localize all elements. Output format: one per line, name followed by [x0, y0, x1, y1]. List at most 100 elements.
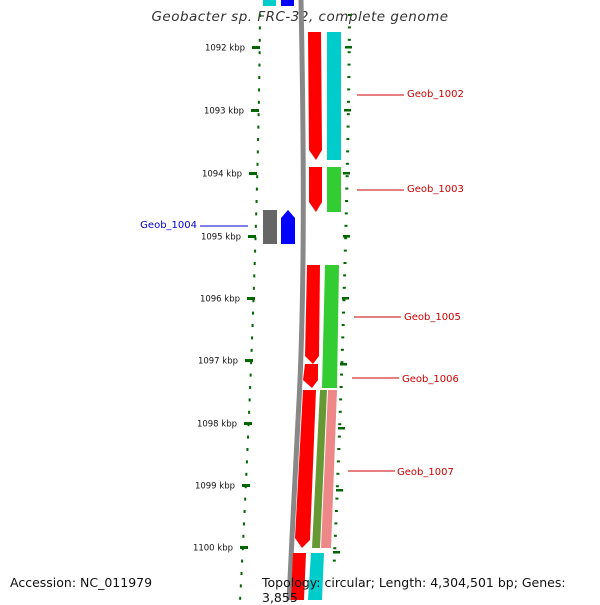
ruler-dot	[258, 88, 261, 92]
outer-ruler-dot	[343, 262, 347, 264]
ruler-dot	[250, 361, 253, 365]
gene-geob-1002[interactable]	[327, 32, 341, 160]
outer-ruler-dot	[336, 460, 340, 463]
outer-ruler-dot	[332, 559, 336, 562]
ruler-dot	[253, 274, 256, 278]
gene-geob-1005-1006[interactable]	[322, 265, 339, 388]
gene-top-blue[interactable]	[281, 0, 294, 6]
ruler-dots	[239, 14, 261, 600]
tick-mark	[242, 484, 250, 487]
gene-geob-1005-cds[interactable]	[305, 265, 320, 364]
outer-ruler-dot	[345, 200, 349, 202]
ruler-dot	[252, 299, 255, 303]
outer-ruler-dot	[346, 113, 350, 116]
ruler-dot	[257, 125, 260, 129]
tick-label: 1097 kbp	[198, 357, 238, 367]
tick-label: 1096 kbp	[200, 295, 240, 305]
tick-mark	[249, 172, 257, 175]
ruler-dot	[242, 522, 245, 526]
gene-geob-1004-gray[interactable]	[263, 210, 277, 244]
outer-ruler-dot	[339, 398, 343, 401]
outer-ruler-dot	[346, 125, 350, 128]
gene-geob-1006-cds[interactable]	[303, 364, 318, 388]
ruler-dot	[250, 348, 253, 352]
outer-ruler-dot	[347, 14, 351, 16]
outer-ruler-dot	[347, 63, 351, 66]
outer-ruler-dot	[333, 534, 337, 537]
ruler-dot	[251, 324, 254, 327]
gene-geob-1002-cds[interactable]	[308, 32, 322, 160]
outer-ruler-dot	[346, 150, 350, 153]
gene-label[interactable]: Geob_1006	[402, 374, 459, 385]
accession-text: Accession: NC_011979	[10, 575, 153, 590]
ruler-dot	[252, 286, 255, 290]
ruler-dot	[239, 584, 242, 588]
ruler-dot	[251, 336, 254, 340]
ruler-dot	[254, 249, 257, 253]
genome-summary-text: Topology: circular; Length: 4,304,501 bp…	[262, 575, 566, 605]
ruler-dot	[249, 373, 252, 377]
outer-tick-mark	[344, 109, 351, 112]
gene-geob-1007-olive[interactable]	[312, 390, 327, 548]
ruler-dot	[254, 237, 257, 241]
outer-ruler-dot	[345, 175, 349, 178]
gene-label[interactable]: Geob_1003	[407, 184, 464, 195]
outer-ruler-dot	[345, 187, 349, 190]
gene-geob-1004-blue[interactable]	[281, 210, 295, 244]
tick-mark	[245, 359, 253, 362]
tick-label: 1099 kbp	[195, 482, 235, 492]
gene-geob-1007-salmon[interactable]	[321, 390, 337, 548]
gene-label[interactable]: Geob_1002	[407, 89, 464, 100]
ruler-dot	[248, 398, 251, 402]
outer-ruler-dot	[334, 522, 338, 525]
outer-ruler-dot	[341, 324, 345, 326]
outer-ruler-dot	[340, 361, 344, 364]
ruler-dot	[258, 63, 261, 67]
gene-bottom-cyan[interactable]	[308, 553, 324, 600]
ruler-ticks: 1092 kbp 1093 kbp 1094 kbp 1095 kbp 1096 kbp…	[193, 44, 352, 554]
ruler-dot	[240, 572, 243, 575]
tick-mark	[247, 297, 255, 300]
ruler-dot	[255, 187, 258, 191]
gene-label[interactable]: Geob_1007	[397, 467, 454, 478]
ruler-dot	[241, 559, 244, 563]
outer-ruler-dot	[342, 311, 346, 314]
outer-tick-mark	[343, 172, 350, 175]
gene-geob-1003-cds[interactable]	[309, 167, 322, 212]
gene-bottom-cds[interactable]	[291, 553, 306, 600]
ruler-dot	[239, 596, 242, 600]
ruler-dot	[256, 175, 259, 179]
outer-ruler-dot	[347, 51, 351, 54]
tick-mark	[252, 46, 260, 49]
ruler-dot	[256, 150, 259, 154]
tick-mark	[240, 546, 248, 549]
gene-geob-1003[interactable]	[327, 167, 341, 212]
ruler-dot	[258, 26, 261, 30]
gene-label[interactable]: Geob_1005	[404, 312, 461, 323]
outer-ruler-dot	[335, 485, 339, 488]
tick-mark	[251, 109, 259, 112]
ruler-dot	[244, 497, 247, 501]
gene-geob-1007-cds[interactable]	[295, 390, 316, 548]
gene-top-cyan[interactable]	[263, 0, 276, 6]
outer-ruler-dot	[347, 88, 351, 91]
ruler-dot	[258, 51, 261, 55]
outer-tick-mark	[336, 489, 343, 492]
tick-mark	[248, 235, 256, 238]
ruler-dot	[255, 212, 258, 216]
outer-ruler-dot	[333, 547, 337, 550]
outer-ruler-dot	[343, 249, 347, 252]
tick-label: 1100 kbp	[193, 544, 233, 554]
genome-backbone	[286, 0, 306, 600]
ruler-dot	[257, 113, 260, 117]
outer-tick-mark	[343, 235, 350, 238]
outer-ruler-dot	[345, 162, 349, 165]
gene-label[interactable]: Geob_1004	[140, 220, 197, 231]
outer-ruler-dots	[332, 14, 351, 562]
ruler-dot	[254, 224, 257, 228]
outer-ruler-dot	[335, 497, 339, 500]
outer-ruler-dot	[344, 237, 348, 240]
gene-labels: Geob_1002 Geob_1003 Geob_1004 Geob_1005 Geob…	[140, 89, 464, 478]
tick-label: 1095 kbp	[201, 233, 241, 243]
